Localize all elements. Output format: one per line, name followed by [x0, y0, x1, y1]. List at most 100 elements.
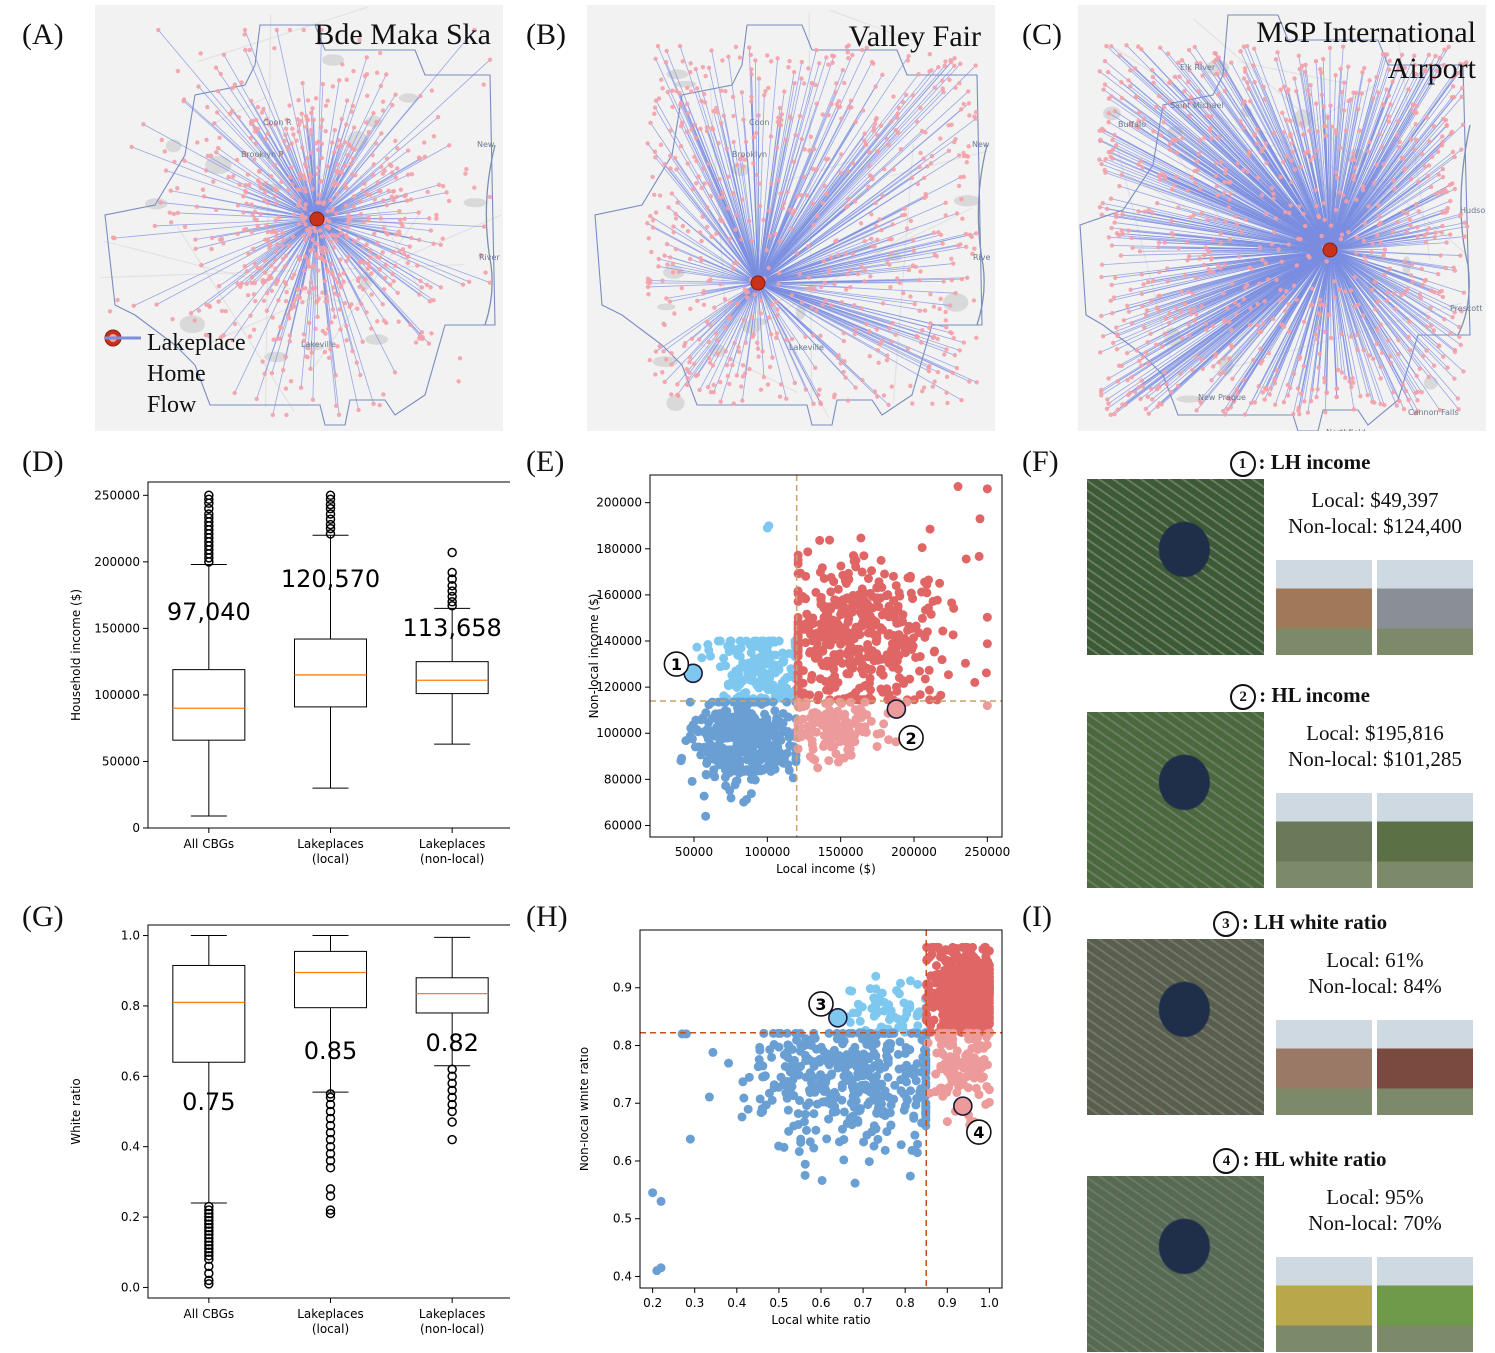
home-point — [402, 216, 408, 222]
home-point — [1322, 380, 1327, 385]
flow-line — [287, 218, 318, 315]
home-point — [266, 122, 272, 127]
point-lh — [759, 667, 769, 677]
home-point — [282, 264, 288, 269]
home-point — [1298, 391, 1304, 396]
home-point — [1140, 384, 1145, 389]
flow-line — [697, 282, 759, 302]
home-point — [655, 43, 661, 49]
home-point — [1408, 137, 1414, 142]
point-lh — [757, 636, 767, 646]
home-point — [774, 335, 779, 341]
home-point — [1191, 212, 1197, 218]
home-point — [1305, 410, 1311, 415]
home-point — [1112, 411, 1117, 417]
home-point — [1348, 288, 1354, 293]
home-point — [250, 212, 255, 218]
home-point — [1138, 396, 1143, 402]
flow-line — [709, 282, 759, 363]
county-boundary — [594, 24, 983, 426]
home-point — [1284, 289, 1289, 294]
home-point — [732, 340, 737, 346]
home-point — [129, 144, 134, 150]
home-point — [650, 225, 656, 230]
home-point — [693, 373, 699, 379]
home-point — [1281, 324, 1287, 329]
home-point — [775, 177, 781, 183]
home-point — [1392, 291, 1397, 296]
home-point — [887, 237, 892, 242]
home-point — [391, 189, 397, 194]
home-point — [1224, 395, 1230, 401]
home-point — [658, 142, 664, 148]
panel-label-c: (C) — [1022, 18, 1062, 51]
home-point — [350, 349, 355, 354]
home-point — [235, 281, 240, 286]
home-point — [1199, 357, 1204, 362]
point-hh — [877, 625, 887, 635]
home-point — [219, 308, 225, 314]
home-point — [1235, 161, 1240, 166]
home-point — [848, 267, 853, 273]
home-point — [287, 339, 293, 344]
flow-line — [1115, 249, 1331, 279]
home-point — [676, 269, 682, 274]
home-point — [761, 374, 767, 380]
home-point — [408, 197, 414, 202]
home-point — [286, 312, 291, 317]
flow-line — [1120, 249, 1331, 256]
home-point — [1316, 311, 1321, 316]
home-point — [1227, 356, 1232, 361]
home-point — [1134, 348, 1140, 353]
home-point — [666, 205, 671, 210]
home-point — [970, 251, 975, 257]
road-line — [197, 6, 368, 63]
home-point — [1239, 229, 1244, 235]
home-point — [378, 216, 383, 221]
home-point — [355, 306, 360, 311]
flow-line — [245, 184, 318, 220]
home-point — [1186, 322, 1191, 327]
home-point — [684, 382, 690, 387]
home-point — [1379, 144, 1385, 150]
flow-line — [757, 282, 793, 340]
home-point — [891, 94, 896, 99]
flow-line — [1292, 151, 1331, 251]
home-point — [943, 213, 948, 218]
home-point — [1423, 277, 1428, 283]
home-point — [1282, 308, 1288, 314]
home-point — [317, 192, 322, 197]
home-point — [369, 292, 374, 297]
home-point — [363, 277, 368, 282]
home-point — [361, 287, 366, 292]
flow-line — [1250, 249, 1331, 309]
home-point — [1208, 114, 1214, 119]
home-point — [393, 263, 398, 269]
home-point — [1169, 218, 1174, 224]
home-point — [940, 86, 946, 91]
home-point — [415, 263, 420, 268]
home-point — [392, 370, 398, 375]
home-point — [766, 265, 771, 271]
home-point — [344, 258, 349, 264]
home-point — [1426, 163, 1432, 168]
point-lh — [752, 679, 762, 689]
home-point — [761, 217, 766, 223]
home-point — [382, 168, 387, 173]
flow-line — [1274, 249, 1331, 405]
home-point — [296, 98, 301, 103]
home-point — [762, 92, 767, 98]
home-point — [1294, 263, 1299, 268]
flow-line — [1230, 249, 1331, 408]
home-point — [647, 280, 652, 286]
flow-line — [1329, 249, 1448, 368]
flow-line — [1329, 249, 1422, 299]
home-point — [1229, 327, 1234, 333]
home-point — [1314, 337, 1320, 342]
point-ll — [770, 706, 780, 716]
home-point — [320, 117, 325, 123]
home-point — [264, 290, 270, 296]
home-point — [296, 129, 301, 134]
home-point — [333, 211, 339, 216]
